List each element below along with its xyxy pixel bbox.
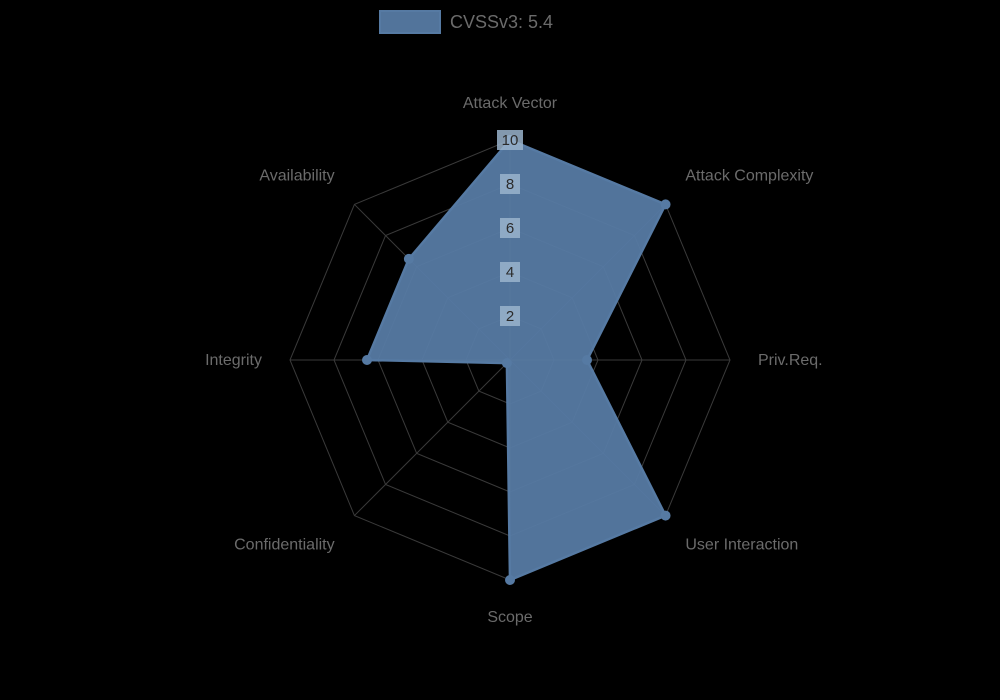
tick-label: 4 — [506, 264, 514, 281]
axis-label: Attack Vector — [463, 95, 558, 112]
data-marker — [583, 356, 591, 364]
axis-label: Priv.Req. — [758, 352, 823, 369]
tick-label: 6 — [506, 220, 514, 237]
legend-label: CVSSv3: 5.4 — [450, 12, 553, 32]
tick-label: 8 — [506, 176, 514, 193]
data-marker — [662, 512, 670, 520]
axis-label: Availability — [259, 168, 334, 185]
radar-chart-container: 2 4 6 8 10 Attack Vector Attack Complexity Priv… — [0, 0, 1000, 700]
axis-label: Confidentiality — [234, 536, 335, 553]
data-marker — [405, 255, 413, 263]
axis-label: Attack Complexity — [685, 168, 813, 185]
axis-label: Scope — [487, 609, 532, 626]
data-marker — [662, 200, 670, 208]
axis-label: User Interaction — [685, 536, 798, 553]
data-marker — [363, 356, 371, 364]
radar-chart: 2 4 6 8 10 Attack Vector Attack Complexity Priv… — [0, 0, 1000, 700]
data-marker — [506, 576, 514, 584]
legend-swatch — [380, 11, 440, 33]
grid-spoke — [354, 360, 510, 516]
tick-label: 10 — [502, 132, 519, 149]
tick-label: 2 — [506, 308, 514, 325]
data-marker — [503, 359, 511, 367]
axis-label: Integrity — [205, 352, 262, 369]
